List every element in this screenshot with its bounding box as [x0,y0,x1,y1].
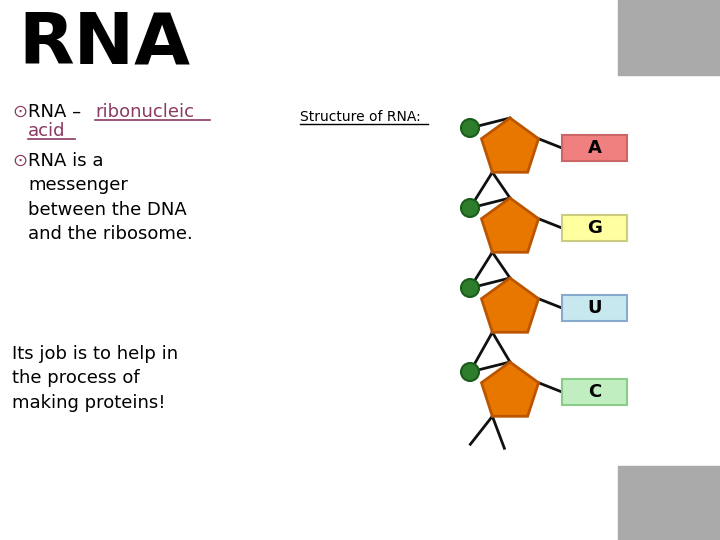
Text: U: U [588,299,602,317]
Polygon shape [482,362,539,416]
Text: Structure of RNA:: Structure of RNA: [300,110,420,124]
Bar [618,466,720,540]
Text: RNA: RNA [18,10,190,79]
Polygon shape [482,118,539,172]
Circle shape [461,119,479,137]
Circle shape [461,199,479,217]
Text: ribonucleic: ribonucleic [95,103,194,121]
Circle shape [461,363,479,381]
Text: ⊙: ⊙ [12,103,27,121]
Text: A: A [588,139,601,157]
Polygon shape [482,278,539,332]
Text: Its job is to help in
the process of
making proteins!: Its job is to help in the process of mak… [12,345,178,411]
Text: ⊙: ⊙ [12,152,27,170]
Circle shape [461,279,479,297]
Polygon shape [482,198,539,252]
Text: RNA –: RNA – [28,103,87,121]
Text: acid: acid [28,122,66,140]
Bar [618,0,720,75]
FancyBboxPatch shape [562,379,627,405]
FancyBboxPatch shape [562,295,627,321]
Text: C: C [588,383,601,401]
FancyBboxPatch shape [562,215,627,241]
Text: G: G [587,219,602,237]
FancyBboxPatch shape [562,135,627,161]
Text: RNA is a
messenger
between the DNA
and the ribosome.: RNA is a messenger between the DNA and t… [28,152,193,243]
